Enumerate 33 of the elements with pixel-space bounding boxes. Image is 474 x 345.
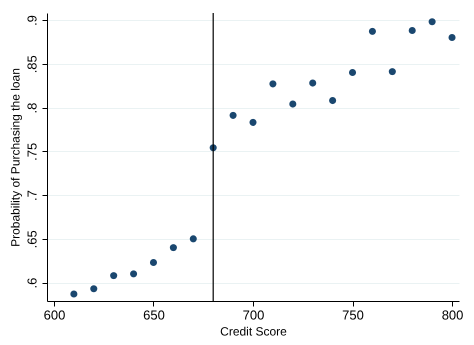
point [368,28,376,35]
y-axis-title: Probability of Purchasing the loan [8,68,22,247]
point [190,235,197,242]
point [348,68,356,76]
point [230,112,237,119]
y-tick-label: .8 [24,102,40,114]
point [130,270,138,278]
x-tick-label: 600 [44,308,66,322]
y-tick-label: .9 [24,15,40,26]
x-axis-title: Credit Score [220,324,288,338]
point [309,80,316,87]
point [70,290,78,298]
y-tick-label: .85 [24,55,40,74]
y-tick-label: .65 [24,230,40,248]
y-tick-label: .6 [24,278,40,289]
point [170,244,177,252]
y-tick-label: .7 [24,190,40,201]
point [150,258,158,266]
point [90,285,98,292]
point [110,272,118,280]
point [249,118,257,126]
point [448,34,456,42]
y-tick-label: .75 [24,142,40,161]
point [388,68,396,76]
x-tick-label: 750 [342,308,364,322]
point [269,80,276,88]
point [408,26,416,34]
point [289,100,296,108]
point [329,97,336,104]
point [428,18,436,26]
x-tick-label: 800 [442,308,464,322]
x-tick-label: 650 [143,308,165,322]
x-tick-label: 700 [242,308,264,322]
